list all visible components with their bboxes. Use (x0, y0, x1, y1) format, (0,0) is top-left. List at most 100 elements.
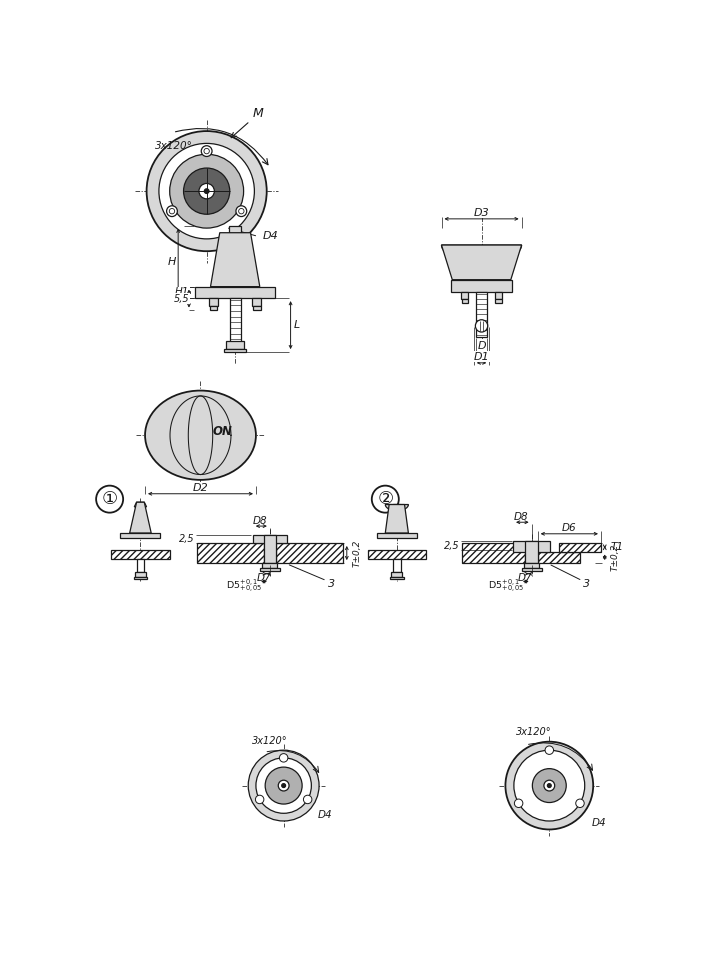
Bar (513, 542, 550, 551)
Circle shape (147, 131, 267, 252)
Bar (262, 563, 278, 569)
Bar (538, 551, 580, 563)
Text: D4: D4 (263, 230, 278, 241)
Text: 3: 3 (328, 578, 335, 589)
Polygon shape (393, 504, 401, 508)
Circle shape (183, 168, 230, 214)
Text: T1: T1 (611, 543, 624, 552)
Text: 5,5: 5,5 (174, 294, 190, 304)
Bar (462, 299, 467, 303)
Bar (134, 576, 148, 579)
Circle shape (544, 780, 555, 791)
Text: D1: D1 (474, 352, 489, 362)
Polygon shape (134, 502, 147, 507)
Circle shape (248, 750, 319, 821)
Circle shape (576, 799, 585, 808)
Text: 3: 3 (584, 578, 590, 589)
Bar (368, 549, 426, 559)
Text: D4: D4 (318, 810, 332, 819)
Text: D2: D2 (193, 483, 209, 493)
Bar (494, 292, 502, 299)
Circle shape (545, 746, 553, 755)
Text: D7: D7 (257, 574, 271, 583)
Text: L: L (294, 320, 300, 330)
Bar (111, 549, 169, 559)
Circle shape (514, 750, 585, 821)
Text: 2,5: 2,5 (179, 534, 194, 545)
Bar (521, 569, 542, 571)
Bar (462, 543, 526, 563)
Bar (264, 535, 276, 563)
Circle shape (303, 795, 312, 804)
Bar (524, 563, 539, 569)
Circle shape (236, 205, 246, 217)
Text: 3x120°: 3x120° (156, 142, 193, 151)
Circle shape (515, 799, 523, 808)
Text: D4: D4 (592, 818, 606, 828)
Bar (230, 298, 241, 347)
Circle shape (166, 205, 177, 217)
Text: D5$^{\mathit{+0,1}}_{\mathit{+0,05}}$: D5$^{\mathit{+0,1}}_{\mathit{+0,05}}$ (226, 577, 262, 595)
Circle shape (475, 320, 488, 332)
Bar (377, 533, 417, 538)
Bar (390, 576, 403, 579)
Bar (253, 535, 286, 543)
Polygon shape (441, 245, 521, 280)
Bar (209, 298, 218, 306)
Text: 2,5: 2,5 (443, 541, 459, 550)
Text: H1: H1 (174, 287, 189, 298)
Text: ②: ② (377, 490, 393, 508)
Text: D8: D8 (513, 512, 528, 522)
Polygon shape (441, 245, 521, 262)
Text: T±0,2: T±0,2 (611, 544, 620, 571)
Circle shape (169, 154, 244, 228)
Circle shape (279, 754, 288, 763)
Bar (252, 298, 261, 306)
Text: ①: ① (102, 490, 118, 508)
Circle shape (278, 780, 289, 791)
Bar (209, 306, 217, 310)
Bar (495, 299, 502, 303)
Bar (196, 543, 264, 563)
Bar (253, 306, 260, 310)
Bar (121, 533, 161, 538)
Bar (476, 292, 487, 336)
Circle shape (238, 208, 244, 214)
Bar (276, 543, 343, 563)
Text: 3x120°: 3x120° (516, 728, 552, 737)
Text: ON: ON (212, 425, 232, 438)
Bar (135, 572, 146, 576)
Circle shape (532, 768, 566, 802)
Bar (526, 542, 538, 563)
Text: M: M (231, 107, 264, 138)
Ellipse shape (145, 390, 256, 480)
Text: D7: D7 (518, 574, 533, 583)
Polygon shape (129, 502, 151, 533)
Circle shape (159, 144, 254, 239)
Circle shape (169, 208, 174, 214)
Text: T±0,2: T±0,2 (353, 539, 362, 567)
Text: H: H (168, 257, 176, 267)
Polygon shape (385, 504, 409, 511)
Bar (461, 292, 468, 299)
Circle shape (265, 767, 302, 804)
Circle shape (204, 148, 209, 154)
Bar (137, 559, 144, 572)
Circle shape (255, 795, 264, 804)
Text: 3x120°: 3x120° (252, 736, 288, 746)
Circle shape (256, 758, 311, 814)
Polygon shape (211, 232, 260, 286)
Bar (393, 559, 401, 572)
Bar (226, 341, 244, 349)
Text: D: D (477, 341, 486, 351)
Bar (225, 349, 246, 352)
Text: D6: D6 (562, 522, 577, 533)
Circle shape (204, 189, 209, 194)
Bar (391, 572, 402, 576)
Bar (451, 280, 513, 292)
Circle shape (199, 183, 214, 199)
Circle shape (505, 741, 593, 829)
Bar (558, 543, 601, 551)
Circle shape (547, 784, 551, 788)
Bar (195, 286, 276, 298)
